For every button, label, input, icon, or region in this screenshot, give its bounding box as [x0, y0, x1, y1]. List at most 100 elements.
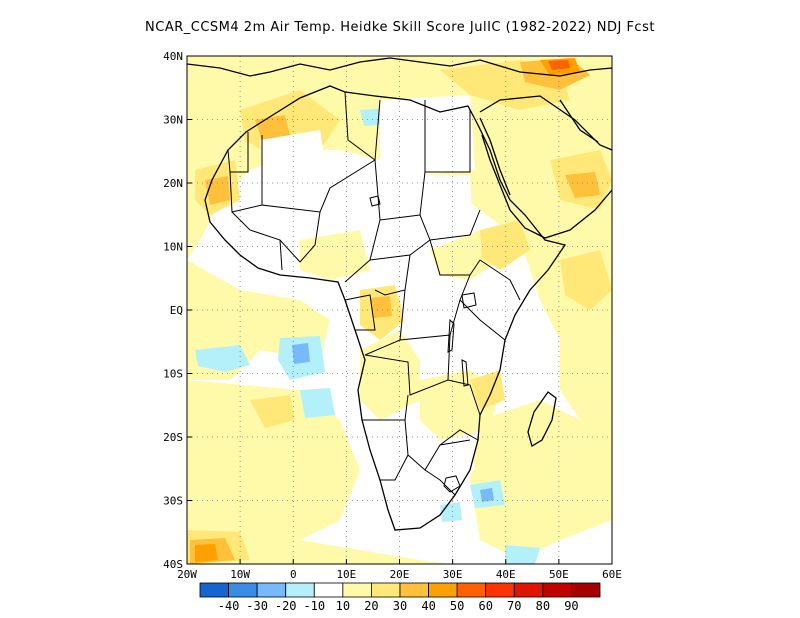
x-tick-label: 10E — [336, 568, 356, 581]
map-title: NCAR_CCSM4 2m Air Temp. Heidke Skill Sco… — [145, 20, 655, 35]
lake-victoria — [461, 292, 477, 309]
shade-region — [480, 488, 494, 502]
arabian-coastline — [479, 95, 612, 239]
europe-coastline — [187, 57, 612, 77]
colorbar-swatch — [571, 582, 601, 598]
country-border — [261, 99, 381, 213]
x-axis: 20W 10W 0 10E 20E 30E 40E 50E 60E — [177, 559, 622, 581]
shade-region — [195, 345, 250, 372]
shade-region — [560, 330, 612, 420]
colorbar-label: 70 — [507, 599, 521, 613]
shade-region — [565, 172, 600, 198]
red-sea — [479, 117, 511, 196]
coastlines — [187, 57, 612, 531]
colorbar-swatch — [542, 582, 572, 598]
shade-region — [187, 520, 450, 564]
lake-malawi — [461, 359, 469, 387]
y-tick-label: 10S — [163, 368, 183, 381]
x-tick-label: 60E — [602, 568, 622, 581]
shade-region — [250, 395, 295, 428]
colorbar-label: 10 — [336, 599, 350, 613]
y-tick-label: EQ — [170, 304, 183, 317]
country-border — [227, 132, 249, 173]
persian-gulf — [559, 99, 599, 143]
y-tick-label: 40N — [163, 50, 183, 63]
shade-region — [380, 420, 425, 470]
x-tick-label: 50E — [549, 568, 569, 581]
shade-region — [470, 400, 612, 560]
shade-region — [560, 250, 612, 310]
colorbar-swatch — [428, 582, 458, 598]
shade-region — [195, 544, 218, 562]
country-border — [364, 354, 449, 396]
country-border — [443, 475, 461, 493]
y-tick-label: 40S — [163, 558, 183, 571]
x-tick-label: 10W — [230, 568, 250, 581]
colorbar-swatch — [313, 582, 344, 598]
x-tick-label: 40E — [496, 568, 516, 581]
map-grid — [187, 56, 612, 564]
country-border — [344, 91, 376, 161]
lake-tanganyika — [447, 318, 455, 353]
shade-region — [300, 388, 335, 418]
lakes — [369, 195, 477, 387]
country-border — [439, 429, 479, 446]
x-tick-label: 30E — [443, 568, 463, 581]
shade-region — [187, 380, 360, 540]
colorbar-label: 30 — [393, 599, 407, 613]
africa-coastline — [204, 85, 567, 531]
colorbar-swatch — [285, 582, 315, 598]
country-border — [424, 469, 456, 496]
colorbar-swatch — [199, 582, 229, 598]
colorbar-swatch — [256, 582, 287, 598]
x-tick-label: 0 — [290, 568, 297, 581]
y-tick-label: 20N — [163, 177, 183, 190]
shade-region — [430, 440, 475, 478]
colorbar-swatch — [485, 582, 515, 598]
colorbar: -40 -30 -20 -10 10 20 30 40 50 60 70 80 90 — [199, 582, 601, 613]
country-border — [374, 254, 411, 296]
colorbar-label: 50 — [450, 599, 464, 613]
colorbar-swatch — [513, 582, 544, 598]
country-border — [279, 239, 283, 271]
colorbar-label: -40 — [218, 599, 240, 613]
colorbar-label: 60 — [478, 599, 492, 613]
colorbar-label: -30 — [246, 599, 268, 613]
colorbar-swatch — [371, 582, 401, 598]
colorbar-label: 80 — [536, 599, 550, 613]
x-tick-label: 20W — [177, 568, 197, 581]
colorbar-label: -20 — [275, 599, 297, 613]
shade-region — [548, 60, 570, 70]
y-axis: 40N 30N 20N 10N EQ 10S 20S 30S 40S — [163, 50, 192, 571]
shade-region — [420, 175, 472, 225]
colorbar-label: 90 — [564, 599, 578, 613]
country-border — [399, 274, 471, 341]
colorbar-label: 20 — [364, 599, 378, 613]
country-border — [459, 299, 506, 341]
shade-region — [320, 170, 378, 222]
shade-region — [360, 330, 420, 420]
colorbar-swatch — [228, 582, 258, 598]
y-tick-label: 10N — [163, 241, 183, 254]
shade-region — [380, 95, 475, 175]
colorbar-swatch — [342, 582, 372, 598]
x-tick-label: 20E — [390, 568, 410, 581]
shade-region — [480, 220, 530, 270]
y-tick-label: 30S — [163, 495, 183, 508]
country-border — [424, 100, 471, 173]
colorbar-label: 40 — [421, 599, 435, 613]
shade-region — [260, 130, 330, 215]
country-border — [380, 454, 409, 481]
colorbar-swatch — [399, 582, 429, 598]
shade-region — [505, 545, 540, 564]
y-tick-label: 30N — [163, 114, 183, 127]
shade-region — [300, 230, 370, 280]
country-border — [479, 259, 521, 301]
shade-region — [440, 502, 462, 522]
colorbar-swatch — [456, 582, 487, 598]
country-border — [429, 239, 481, 276]
lake-chad — [369, 195, 381, 207]
shade-region — [292, 343, 310, 364]
country-border — [447, 334, 481, 416]
